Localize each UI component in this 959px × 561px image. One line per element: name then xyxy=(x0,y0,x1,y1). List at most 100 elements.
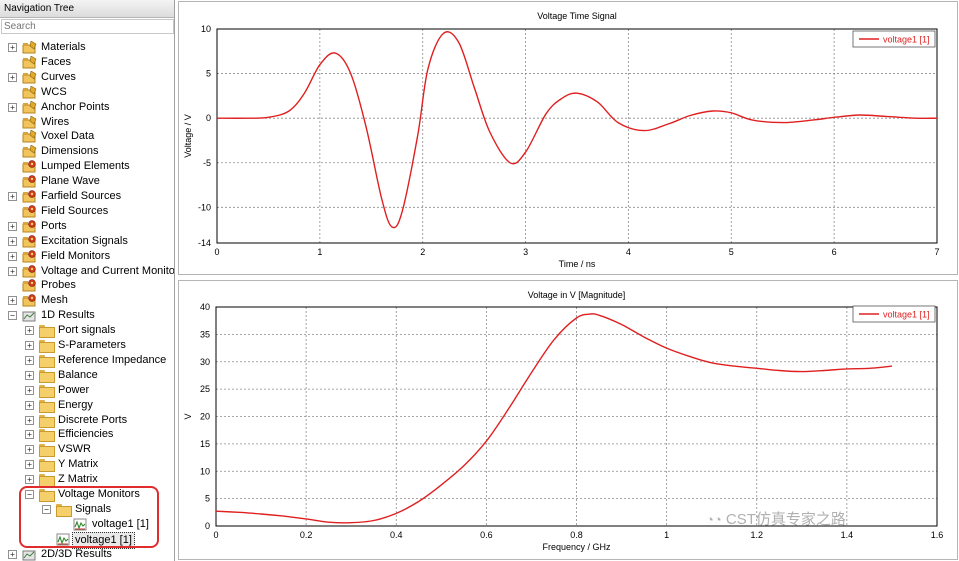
voltage-time-signal-plot[interactable]: Voltage Time Signal 0 1 2 3 4 5 6 7 10 5 0 -5 -10 -14 T… xyxy=(178,1,958,275)
data-point xyxy=(779,370,780,371)
tree-item[interactable]: + Excitation Signals xyxy=(0,234,174,249)
tree-item-label: Excitation Signals xyxy=(41,234,128,247)
tree-item[interactable]: − Signals xyxy=(0,502,174,517)
tree-item[interactable]: + Energy xyxy=(0,398,174,413)
collapse-toggle-icon[interactable]: − xyxy=(25,490,34,499)
folder-icon xyxy=(39,325,55,339)
folder-icon xyxy=(39,414,55,428)
folder-red-gear-icon xyxy=(22,294,36,307)
tree-item[interactable]: Wires xyxy=(0,115,174,130)
data-point xyxy=(598,315,599,316)
tree-item[interactable]: − 1D Results xyxy=(0,308,174,323)
time-signal-chart-svg[interactable]: Voltage Time Signal 0 1 2 3 4 5 6 7 10 5 0 -5 -10 -14 T… xyxy=(179,2,959,276)
expand-toggle-icon[interactable]: + xyxy=(8,236,17,246)
folder-red-gear-icon xyxy=(22,175,36,188)
expand-toggle-icon[interactable]: + xyxy=(25,475,34,485)
tree-item[interactable]: voltage1 [1] xyxy=(0,517,174,532)
data-point xyxy=(561,98,562,99)
expand-toggle-icon[interactable]: + xyxy=(25,326,34,336)
tree-item[interactable]: WCS xyxy=(0,85,174,100)
data-point xyxy=(936,118,937,119)
tree-item[interactable]: + Balance xyxy=(0,368,174,383)
tree-item[interactable]: +2D/3D Results xyxy=(0,547,174,561)
tree-item[interactable]: + Z Matrix xyxy=(0,472,174,488)
folder-red-gear-icon xyxy=(22,160,36,173)
tree-item[interactable]: + S-Parameters xyxy=(0,338,174,353)
expand-toggle-icon[interactable]: + xyxy=(8,221,17,231)
magnitude-chart-svg[interactable]: Voltage in V [Magnitude] 0 0.2 0.4 0.6 0.8 1 1.… xyxy=(179,281,959,561)
tree-search-input[interactable] xyxy=(1,19,174,34)
tree-item[interactable]: + Mesh xyxy=(0,293,174,308)
folder-gold-icon xyxy=(22,100,37,114)
expand-toggle-icon[interactable]: + xyxy=(8,192,17,201)
tree-item[interactable]: Plane Wave xyxy=(0,174,174,189)
y-tick-label: 5 xyxy=(206,69,211,79)
data-point xyxy=(441,484,442,485)
data-point xyxy=(288,110,289,111)
expand-toggle-icon[interactable]: + xyxy=(25,445,34,455)
expand-toggle-icon[interactable]: + xyxy=(8,549,17,559)
tree-item[interactable]: Lumped Elements xyxy=(0,159,174,174)
tree-item[interactable]: Voxel Data xyxy=(0,129,174,144)
tree-item[interactable]: Probes xyxy=(0,278,174,293)
tree-item[interactable]: + Voltage and Current Monitors xyxy=(0,264,174,279)
tree-item[interactable]: Dimensions xyxy=(0,144,174,159)
tree-item[interactable]: + Ports xyxy=(0,219,174,234)
expand-toggle-icon[interactable]: + xyxy=(25,370,34,380)
signal-curve-icon xyxy=(56,533,70,546)
tree-item[interactable]: + Port signals xyxy=(0,323,174,339)
tree-item[interactable]: + Anchor Points xyxy=(0,100,174,115)
data-point xyxy=(531,372,532,373)
data-point xyxy=(576,93,577,94)
voltage-magnitude-plot[interactable]: Voltage in V [Magnitude] 0 0.2 0.4 0.6 0.8 1 1.… xyxy=(178,280,958,560)
expand-toggle-icon[interactable]: + xyxy=(8,72,17,82)
expand-toggle-icon[interactable]: + xyxy=(25,400,34,410)
data-point xyxy=(712,110,713,111)
data-point xyxy=(751,119,752,120)
tree-item-label: Reference Impedance xyxy=(58,353,167,366)
folder-gold-icon xyxy=(22,70,37,84)
data-point xyxy=(508,408,509,409)
tree-item[interactable]: + Power xyxy=(0,383,174,398)
x-tick-label: 7 xyxy=(934,247,939,257)
tree-item[interactable]: + Farfield Sources xyxy=(0,189,174,204)
tree-item[interactable]: − Voltage Monitors xyxy=(0,487,174,502)
collapse-toggle-icon[interactable]: − xyxy=(8,311,17,321)
data-point xyxy=(215,511,216,512)
expand-toggle-icon[interactable]: + xyxy=(25,460,34,470)
folder-icon xyxy=(39,489,55,502)
tree-item[interactable]: + Discrete Ports xyxy=(0,413,174,428)
collapse-toggle-icon[interactable]: − xyxy=(42,504,51,514)
data-point xyxy=(216,118,217,119)
expand-toggle-icon[interactable]: + xyxy=(25,415,34,425)
tree-item[interactable]: + Field Monitors xyxy=(0,249,174,264)
expand-toggle-icon[interactable]: + xyxy=(8,266,17,276)
expand-toggle-icon[interactable]: + xyxy=(25,385,34,395)
tree-item[interactable]: + Curves xyxy=(0,70,174,85)
tree-item-label: Wires xyxy=(41,115,70,128)
data-point xyxy=(589,314,590,315)
tree-item[interactable]: + Efficiencies xyxy=(0,427,174,443)
data-point xyxy=(350,73,351,74)
expand-toggle-icon[interactable]: + xyxy=(8,296,17,306)
tree-item[interactable]: Field Sources xyxy=(0,204,174,219)
tree-item[interactable]: + Y Matrix xyxy=(0,457,174,473)
expand-toggle-icon[interactable]: + xyxy=(8,43,17,52)
data-point xyxy=(734,366,735,367)
data-point xyxy=(510,162,511,163)
tree-item[interactable]: + Materials xyxy=(0,40,174,55)
tree-item[interactable]: + Reference Impedance xyxy=(0,353,174,368)
tree-item-label: Y Matrix xyxy=(58,458,99,471)
expand-toggle-icon[interactable]: + xyxy=(25,341,34,350)
data-point xyxy=(328,522,329,523)
tree-item[interactable]: voltage1 [1] xyxy=(0,531,174,549)
tree-item[interactable]: + VSWR xyxy=(0,442,174,458)
data-point xyxy=(824,370,825,371)
expand-toggle-icon[interactable]: + xyxy=(8,102,17,112)
tree-item[interactable]: Faces xyxy=(0,55,174,70)
y-axis-label: Voltage / V xyxy=(183,114,193,158)
expand-toggle-icon[interactable]: + xyxy=(25,430,34,440)
expand-toggle-icon[interactable]: + xyxy=(8,251,17,261)
expand-toggle-icon[interactable]: + xyxy=(25,355,34,365)
folder-red-gear-icon xyxy=(22,279,36,292)
